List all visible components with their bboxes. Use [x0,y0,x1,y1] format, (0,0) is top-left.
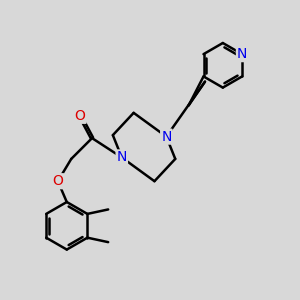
Text: O: O [75,109,86,123]
Text: N: N [237,47,247,61]
Text: O: O [52,174,63,188]
Text: N: N [117,150,127,164]
Text: N: N [161,130,172,144]
